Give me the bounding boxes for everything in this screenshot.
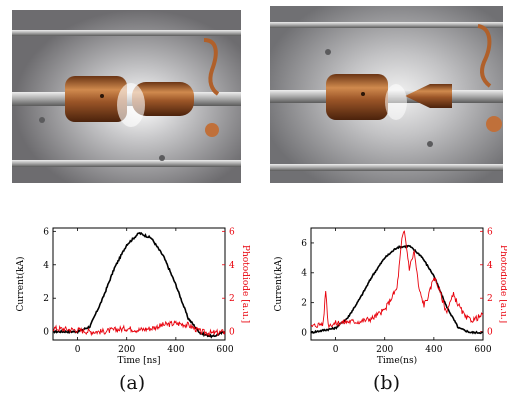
x-tick-label: 400 bbox=[167, 345, 184, 355]
x-tick-label: 200 bbox=[376, 345, 393, 355]
chart-b: 0 200 400 600 0 2 4 6 0 2 4 6 Time(ns) C… bbox=[268, 220, 507, 370]
y-right-tick-label: 2 bbox=[487, 294, 493, 304]
y-left-tick-label: 4 bbox=[301, 269, 307, 279]
photodiode-series-line bbox=[310, 230, 484, 329]
chart-b-svg: 0 200 400 600 0 2 4 6 0 2 4 6 Time(ns) C… bbox=[273, 227, 507, 366]
y-right-tick-labels: 0 2 4 6 bbox=[229, 227, 235, 337]
y-left-tick-labels: 0 2 4 6 bbox=[301, 239, 307, 339]
plot-frame bbox=[310, 227, 484, 341]
electrode-gap-photo-image bbox=[12, 10, 241, 183]
x-tick-label: 400 bbox=[425, 345, 442, 355]
x-tick-label: 600 bbox=[216, 345, 233, 355]
y-left-tick-label: 0 bbox=[43, 328, 49, 338]
y-right-tick-labels: 0 2 4 6 bbox=[487, 227, 493, 337]
chart-a: 0 200 400 600 0 2 4 6 0 2 4 6 Time [ns] … bbox=[10, 220, 254, 370]
current-series-line bbox=[52, 231, 226, 339]
electrode-gap-photo bbox=[12, 10, 241, 183]
photodiode-series-line bbox=[52, 320, 226, 338]
x-tick-labels: 0 200 400 600 bbox=[75, 345, 234, 355]
x-tick-labels: 0 200 400 600 bbox=[333, 345, 492, 355]
y-left-tick-label: 4 bbox=[43, 261, 49, 271]
y-right-tick-label: 6 bbox=[229, 227, 235, 237]
y-right-tick-label: 0 bbox=[229, 328, 235, 338]
y-left-tick-label: 0 bbox=[301, 329, 307, 339]
electrode-tip-photo-image bbox=[270, 6, 503, 183]
caption-a: (a) bbox=[119, 372, 146, 394]
x-axis-label: Time(ns) bbox=[377, 355, 417, 366]
x-axis-label: Time [ns] bbox=[117, 356, 160, 366]
x-tick-label: 0 bbox=[333, 345, 339, 355]
y-right-tick-label: 0 bbox=[487, 328, 493, 338]
y-left-tick-label: 2 bbox=[301, 299, 307, 309]
y-left-tick-label: 2 bbox=[43, 294, 49, 304]
y-left-tick-label: 6 bbox=[301, 239, 307, 249]
x-tick-label: 600 bbox=[474, 345, 491, 355]
x-tick-label: 0 bbox=[75, 345, 81, 355]
x-tick-label: 200 bbox=[118, 345, 135, 355]
electrode-tip-photo bbox=[270, 6, 503, 183]
caption-b: (b) bbox=[373, 372, 400, 394]
y-right-tick-label: 4 bbox=[487, 261, 493, 271]
current-series-line bbox=[310, 244, 484, 335]
y-left-tick-label: 6 bbox=[43, 227, 49, 237]
y-right-tick-label: 6 bbox=[487, 227, 493, 237]
y-left-axis-label: Current(kA) bbox=[273, 256, 284, 311]
y-right-tick-label: 4 bbox=[229, 261, 235, 271]
y-left-tick-labels: 0 2 4 6 bbox=[43, 227, 49, 337]
y-left-axis-label: Current(kA) bbox=[15, 256, 26, 311]
y-right-axis-label: Photodiode [a.u.] bbox=[240, 245, 250, 323]
y-right-tick-label: 2 bbox=[229, 294, 235, 304]
chart-a-svg: 0 200 400 600 0 2 4 6 0 2 4 6 Time [ns] … bbox=[15, 227, 250, 366]
y-right-axis-label: Photodiode [a.u.] bbox=[498, 245, 507, 323]
plot-frame bbox=[52, 227, 226, 341]
